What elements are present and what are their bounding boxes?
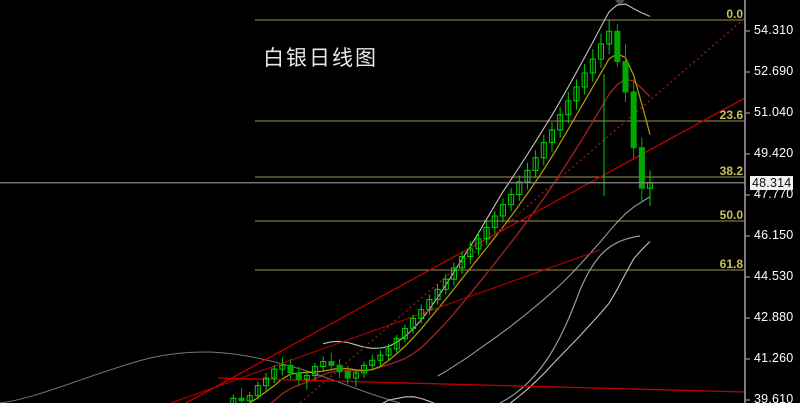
- bollinger-upper-line: [323, 3, 651, 349]
- candle: [524, 162, 531, 190]
- candle: [442, 274, 449, 295]
- candle: [393, 334, 400, 353]
- trendline-dotted-resistance: [299, 17, 746, 403]
- candle: [499, 198, 506, 223]
- candle: [540, 135, 547, 166]
- ma-yellow-line: [248, 53, 651, 403]
- price-axis-label: 41.260: [754, 351, 794, 365]
- price-axis-label: 46.150: [754, 228, 794, 242]
- cursor-arrow-icon: [611, 0, 629, 6]
- price-axis-label: 54.310: [754, 23, 794, 37]
- candle: [565, 91, 572, 124]
- candle: [638, 137, 645, 201]
- candle: [622, 43, 629, 103]
- candle: [548, 122, 555, 152]
- current-price-tag[interactable]: 48.314: [750, 175, 794, 190]
- candle: [516, 175, 523, 201]
- candle: [361, 361, 368, 378]
- fib-label-38-2: 38.2: [719, 164, 743, 178]
- candle: [369, 355, 376, 371]
- candle: [246, 391, 253, 403]
- fib-label-0-0: 0.0: [726, 7, 743, 21]
- candle: [532, 150, 539, 179]
- price-axis-label: 51.040: [754, 105, 794, 119]
- candle: [254, 381, 261, 400]
- ma-cyan-secondary-line: [499, 235, 641, 403]
- candle: [483, 221, 490, 246]
- candle: [573, 79, 580, 110]
- candle: [491, 210, 498, 234]
- candle: [295, 366, 302, 386]
- candle: [312, 362, 319, 381]
- fib-label-61-8: 61.8: [719, 257, 743, 271]
- candle: [352, 369, 359, 387]
- candle: [589, 48, 596, 82]
- price-axis-label: 49.420: [754, 146, 794, 160]
- bollinger-left-tail-line: [0, 351, 401, 403]
- candle: [271, 365, 278, 384]
- candle: [606, 19, 613, 55]
- candle: [401, 324, 408, 343]
- candle: [418, 304, 425, 324]
- candle: [508, 188, 515, 211]
- candle: [336, 359, 343, 378]
- candle: [385, 343, 392, 361]
- candle: [263, 372, 270, 391]
- price-axis-label: 44.530: [754, 269, 794, 283]
- trendline-red-base: [217, 377, 746, 393]
- candle: [630, 79, 637, 158]
- candle: [328, 352, 335, 370]
- trendline-red-mid: [170, 249, 601, 403]
- candle: [279, 357, 286, 376]
- price-axis-label: 52.690: [754, 64, 794, 78]
- candle: [344, 365, 351, 385]
- candle: [238, 388, 245, 403]
- candle: [467, 241, 474, 265]
- candle: [459, 251, 466, 275]
- candle: [426, 294, 433, 315]
- candle: [597, 33, 605, 68]
- fib-label-23-6: 23.6: [719, 108, 743, 122]
- candle: [450, 262, 457, 286]
- price-axis-label: 47.770: [754, 187, 794, 201]
- bollinger-lower-line: [381, 241, 651, 403]
- price-axis-label: 42.880: [754, 310, 794, 324]
- candle: [320, 356, 327, 372]
- page-title: 白银日线图: [263, 47, 378, 70]
- candle: [410, 314, 417, 334]
- candle: [287, 359, 294, 380]
- candle: [303, 370, 310, 390]
- ma-cyan-line: [437, 196, 651, 377]
- candle: [377, 350, 384, 367]
- candle: [614, 23, 621, 67]
- price-axis-label: 39.610: [754, 392, 794, 403]
- candle: [475, 232, 482, 256]
- candle: [434, 284, 441, 305]
- candle: [557, 107, 564, 138]
- fib-label-50-0: 50.0: [719, 208, 743, 222]
- trendline-red-support: [185, 97, 746, 403]
- candle: [581, 64, 588, 95]
